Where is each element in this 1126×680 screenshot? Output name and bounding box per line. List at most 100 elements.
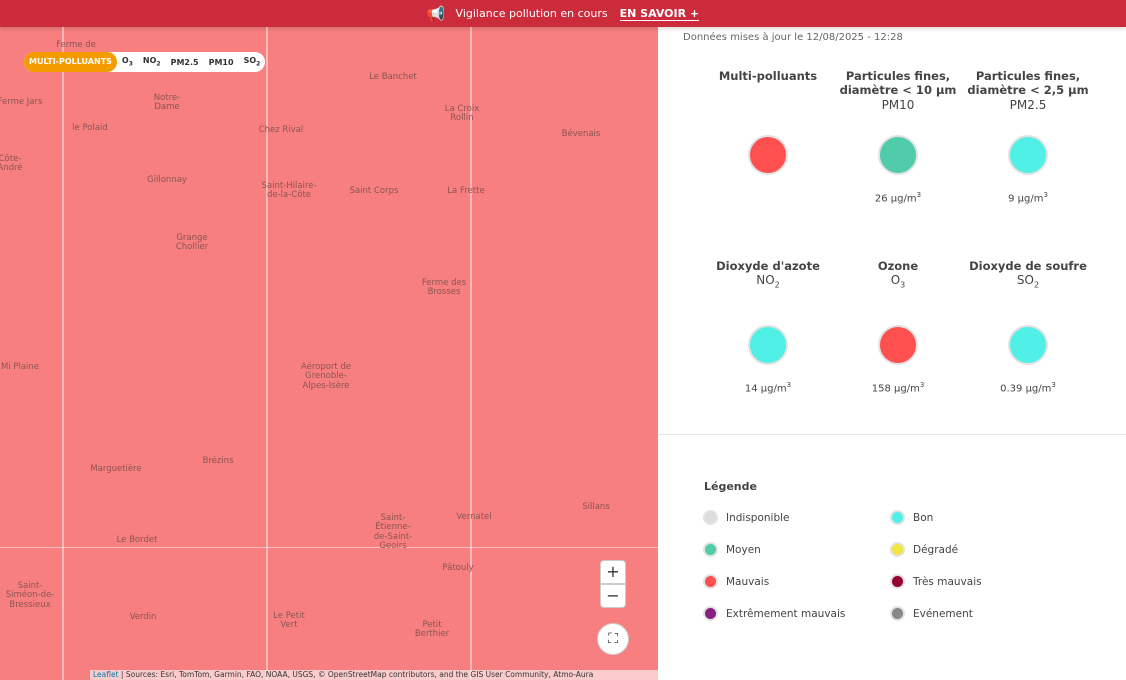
legend-item: Indisponible [703,510,790,525]
tab-pm25[interactable]: PM2.5 [170,57,199,67]
tab-pm10[interactable]: PM10 [208,57,234,67]
map-place-label: Ferme des Brosses [421,278,467,298]
map-place-label: Chez Rival [258,125,304,135]
map-place-label: Aéroport de Grenoble- Alpes-Isère [300,362,352,391]
map-place-label: Petit Berthier [414,620,450,640]
map-place-label: Saint Corps [349,186,399,196]
pollutant-value: 14 µg/m3 [744,381,792,395]
legend-color-dot [890,510,905,525]
megaphone-icon: 📢 [426,4,446,23]
map-place-label: Vernatel [456,512,492,522]
map-place-label: Gillonnay [147,175,187,185]
pollutant-card[interactable]: Ozone O3 158 µg/m3 [833,259,963,439]
map-place-label: Mi Plaine [0,362,40,372]
vigilance-banner: 📢 Vigilance pollution en cours EN SAVOIR… [0,0,1126,27]
legend-label: Dégradé [913,543,959,556]
map-place-label: Verdin [129,612,157,622]
tab-label: NO [142,56,157,66]
pollutant-card[interactable]: Particules fines, diamètre < 10 µm PM10 26… [833,69,963,249]
subscript: 2 [156,60,161,68]
pollutant-name: Dioxyde d'azote [716,259,820,273]
tab-label: O [121,56,129,66]
legend-color-dot [703,574,718,589]
legend-item: Moyen [703,542,761,557]
map-place-label: Brézins [202,456,234,466]
pollutant-status-indicator [748,135,788,175]
legend-item: Evénement [890,606,973,621]
pollutant-value: 9 µg/m3 [1008,191,1048,205]
attribution-sources: | Sources: Esri, TomTom, Garmin, FAO, NO… [118,670,594,679]
legend-label: Moyen [726,543,761,556]
legend-item: Dégradé [890,542,958,557]
map-place-label: Grange Chollier [175,233,209,253]
map-attribution: Leaflet | Sources: Esri, TomTom, Garmin,… [90,670,658,680]
tab-o3[interactable]: O3 [117,56,138,68]
map-place-label: La Croix Rollin [444,104,480,124]
legend-label: Très mauvais [913,575,982,588]
tab-multi-polluants[interactable]: MULTI-POLLUANTS [24,52,117,72]
pollutant-symbol: PM10 [881,97,915,112]
map-place-label: Saint- Étienne-de-Saint- Geoirs [373,513,413,552]
subscript: 3 [128,60,133,68]
pollutant-name: Dioxyde de soufre [969,259,1087,273]
map-place-label: Pâtouly [442,563,474,573]
legend-color-dot [703,510,718,525]
zoom-out-button[interactable]: − [600,584,626,608]
pollutant-status-indicator [748,325,788,365]
legend-title: Légende [704,480,757,493]
pollutant-name: Ozone [877,259,919,273]
pollutant-status-indicator [1008,325,1048,365]
fullscreen-button[interactable]: ⛶ [597,623,629,655]
map-place-label: Saint- Siméon-de- Bressieux [5,581,55,610]
map-place-label: Bévenais [561,129,601,139]
tab-no2[interactable]: NO2 [138,56,166,68]
map-place-label: Le Petit Vert [273,611,305,631]
tab-label: SO [243,56,257,66]
pollutant-name: Particules fines, diamètre < 10 µm [839,69,957,98]
pollutant-symbol: PM2.5 [1009,97,1047,112]
map-place-label: Notre- Dame [153,93,181,113]
pollutant-name: Particules fines, diamètre < 2,5 µm [967,69,1089,98]
zoom-in-button[interactable]: + [600,560,626,584]
pollution-map[interactable]: Ferme de Le Banchet Ferme Jars Notre- Dame La… [0,27,658,680]
map-place-label: Saint-Hilaire-de-la-Côte [261,181,317,201]
pollutant-card[interactable]: Multi-polluants [703,69,833,249]
legend-item: Très mauvais [890,574,982,589]
legend-label: Indisponible [726,511,790,524]
legend-item: Extrêmement mauvais [703,606,845,621]
map-place-label: le Polaid [72,123,108,133]
divider [658,434,1126,435]
legend-item: Mauvais [703,574,769,589]
pollutant-card[interactable]: Dioxyde de soufre SO2 0.39 µg/m3 [963,259,1093,439]
leaflet-link[interactable]: Leaflet [93,670,119,679]
pollutant-value: 26 µg/m3 [874,191,922,205]
legend-label: Bon [913,511,934,524]
map-place-label: Côte- André [0,154,23,174]
info-panel: Données mises à jour le 12/08/2025 - 12:… [658,27,1126,680]
tab-so2[interactable]: SO2 [239,56,266,68]
map-place-label: Ferme Jars [0,97,43,107]
legend-label: Mauvais [726,575,770,588]
legend-item: Bon [890,510,933,525]
pollutant-card[interactable]: Dioxyde d'azote NO2 14 µg/m3 [703,259,833,439]
map-place-label: Le Banchet [369,72,417,82]
legend-color-dot [890,574,905,589]
pollutant-symbol: NO2 [756,273,780,290]
pollutant-card[interactable]: Particules fines, diamètre < 2,5 µm PM2.5… [963,69,1093,249]
learn-more-link[interactable]: EN SAVOIR + [619,6,700,21]
pollutant-symbol: SO2 [1016,273,1040,290]
update-timestamp: Données mises à jour le 12/08/2025 - 12:… [683,32,903,43]
pollutant-selector: MULTI-POLLUANTS O3 NO2 PM2.5 PM10 SO2 [24,52,266,72]
pollutant-symbol: O3 [890,273,906,290]
legend-color-dot [890,606,905,621]
legend-color-dot [703,606,718,621]
pollutant-status-indicator [878,325,918,365]
map-place-label: Sillans [582,502,610,512]
banner-text: Vigilance pollution en cours [455,7,608,20]
pollutant-name: Multi-polluants [718,69,818,83]
map-place-label: Marguetière [90,464,142,474]
map-place-label: Le Bordet [116,535,158,545]
map-place-label: Ferme de [56,40,96,50]
pollutant-status-indicator [878,135,918,175]
pollutant-status-indicator [1008,135,1048,175]
